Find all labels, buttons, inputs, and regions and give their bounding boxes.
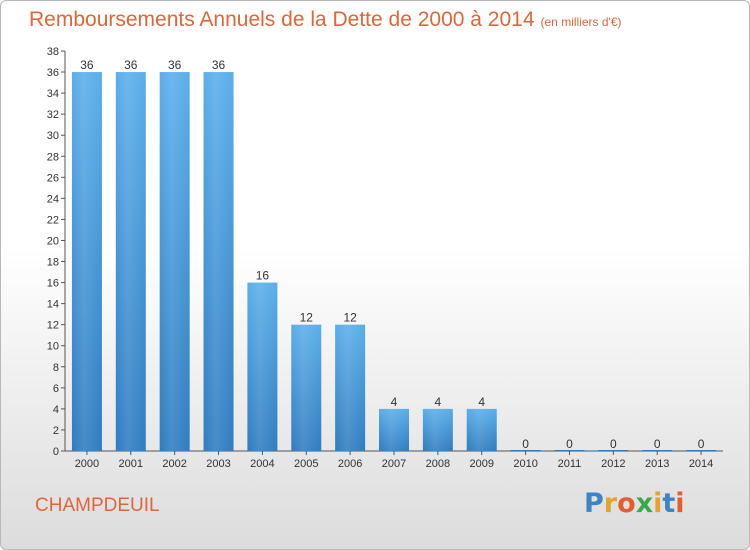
chart-title-text: Remboursements Annuels de la Dette de 20…: [29, 8, 535, 31]
y-tick-label: 34: [47, 88, 59, 100]
data-label: 0: [654, 437, 661, 451]
logo-letter: i: [653, 488, 663, 519]
bar-shine: [379, 408, 409, 451]
commune-name: CHAMPDEUIL: [35, 495, 160, 516]
data-label: 4: [391, 395, 398, 409]
y-tick-label: 6: [53, 383, 59, 395]
y-tick-label: 16: [47, 278, 59, 290]
data-label: 4: [478, 395, 485, 409]
x-tick-label: 2011: [558, 458, 582, 470]
data-label: 36: [80, 58, 94, 72]
data-label: 0: [698, 437, 705, 451]
x-tick-label: 2001: [119, 458, 143, 470]
x-tick-label: 2013: [645, 458, 669, 470]
y-tick-label: 30: [47, 130, 59, 142]
y-tick-label: 2: [53, 425, 59, 437]
logo-letter: i: [675, 488, 685, 519]
bar-shine: [247, 282, 278, 451]
y-tick-label: 0: [53, 446, 59, 458]
y-tick-label: 24: [47, 193, 59, 205]
bar-shine: [115, 72, 146, 451]
logo-letter: P: [584, 488, 604, 519]
y-tick-label: 4: [53, 404, 59, 416]
y-tick-label: 32: [47, 109, 59, 121]
bar-shine: [335, 324, 366, 451]
logo-letter: r: [603, 488, 618, 519]
data-label: 36: [212, 58, 226, 72]
bar-shine: [422, 408, 453, 451]
x-tick-label: 2009: [469, 458, 493, 470]
logo-letter: x: [635, 488, 654, 519]
x-tick-label: 2006: [338, 458, 362, 470]
data-label: 0: [610, 437, 617, 451]
data-label: 16: [256, 269, 270, 283]
x-tick-label: 2004: [250, 458, 274, 470]
data-label: 12: [343, 311, 357, 325]
y-tick-label: 20: [47, 235, 59, 247]
data-label: 36: [124, 58, 138, 72]
proxiti-logo: Proxiti: [584, 488, 685, 519]
data-label: 12: [300, 311, 314, 325]
chart-subtitle: (en milliers d'€): [540, 15, 622, 29]
y-tick-label: 36: [47, 67, 59, 79]
chart-title: Remboursements Annuels de la Dette de 20…: [29, 8, 622, 32]
y-tick-label: 26: [47, 172, 59, 184]
logo-letter: o: [617, 488, 636, 519]
data-label: 36: [168, 58, 182, 72]
x-tick-label: 2000: [75, 458, 99, 470]
x-tick-label: 2005: [294, 458, 318, 470]
bar-shine: [159, 72, 190, 451]
data-label: 0: [566, 437, 573, 451]
bar-shine: [291, 324, 322, 451]
x-tick-label: 2014: [689, 458, 713, 470]
y-tick-label: 22: [47, 214, 59, 226]
y-tick-label: 10: [47, 341, 59, 353]
x-tick-label: 2007: [382, 458, 406, 470]
bar-shine: [71, 72, 102, 451]
y-tick-label: 38: [47, 46, 59, 58]
x-tick-label: 2012: [601, 458, 625, 470]
x-tick-label: 2003: [206, 458, 230, 470]
y-tick-label: 8: [53, 362, 59, 374]
y-tick-label: 12: [47, 320, 59, 332]
x-tick-label: 2008: [426, 458, 450, 470]
y-tick-label: 18: [47, 257, 59, 269]
bar-shine: [466, 408, 497, 451]
x-tick-label: 2002: [162, 458, 186, 470]
y-tick-label: 28: [47, 151, 59, 163]
bar-shine: [203, 72, 234, 451]
x-tick-label: 2010: [513, 458, 537, 470]
data-label: 4: [435, 395, 442, 409]
logo-letter: t: [662, 488, 676, 519]
data-label: 0: [522, 437, 529, 451]
y-tick-label: 14: [47, 299, 59, 311]
